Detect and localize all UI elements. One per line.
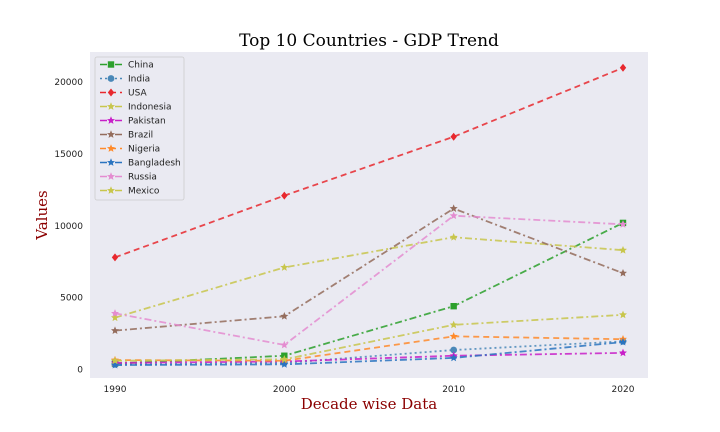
data-point: [111, 360, 119, 369]
legend-marker: [107, 130, 115, 138]
data-point: [619, 220, 627, 228]
y-tick-label: 5000: [60, 294, 83, 304]
series-line: [114, 335, 624, 362]
y-tick-label: 10000: [54, 222, 83, 232]
data-point: [280, 340, 289, 349]
data-point: [449, 320, 458, 329]
data-point: [280, 355, 289, 363]
legend-marker: [107, 75, 115, 82]
series-line: [114, 222, 624, 365]
legend-label: Russia: [128, 173, 157, 183]
legend-label: USA: [128, 89, 147, 99]
x-tick-label: 2010: [442, 385, 465, 395]
data-point: [450, 302, 457, 310]
legend-label: Pakistan: [128, 117, 166, 127]
legend-item: USA: [100, 88, 147, 99]
series-usa: [111, 63, 627, 262]
y-tick-label: 0: [77, 365, 83, 375]
legend-item: Mexico: [100, 186, 160, 197]
x-tick-label: 2020: [612, 385, 635, 395]
series-russia: [111, 211, 627, 349]
series-layer: [111, 63, 627, 369]
legend-label: Indonesia: [128, 103, 172, 113]
data-point: [619, 63, 627, 72]
chart-title: Top 10 Countries - GDP Trend: [239, 31, 499, 51]
data-point: [619, 348, 627, 357]
y-axis-label: Values: [33, 190, 51, 240]
data-point: [449, 233, 458, 241]
legend-label: China: [128, 61, 154, 71]
data-point: [111, 326, 119, 335]
legend-marker: [107, 172, 115, 180]
legend-label: Nigeria: [128, 145, 160, 155]
legend-marker: [107, 158, 115, 166]
legend-marker: [107, 116, 115, 124]
tick-layer: 1990 2000 2010 2020 0 5000 10000 15000 20000: [54, 78, 634, 395]
legend-item: India: [100, 75, 150, 85]
legend-marker: [107, 186, 115, 194]
data-point: [449, 353, 458, 362]
data-point: [619, 245, 627, 254]
legend-label: India: [128, 75, 150, 85]
x-tick-label: 2000: [273, 385, 296, 395]
series-line: [114, 207, 624, 332]
legend-item: China: [100, 61, 154, 71]
data-point: [111, 253, 119, 262]
data-point: [111, 309, 119, 317]
y-tick-label: 20000: [54, 78, 83, 88]
legend: China India USA Indonesia Pakistan Brazil Nige…: [94, 56, 185, 201]
legend-item: Pakistan: [100, 116, 166, 127]
data-point: [450, 132, 457, 141]
data-point: [449, 332, 458, 340]
series-mexico: [111, 310, 627, 365]
data-point: [111, 356, 119, 365]
series-line: [114, 313, 624, 362]
series-indonesia: [111, 233, 627, 322]
data-point: [280, 360, 289, 368]
series-brazil: [111, 204, 627, 335]
legend-label: Mexico: [128, 187, 160, 197]
x-tick-label: 1990: [104, 385, 127, 395]
legend-label: Bangladesh: [128, 159, 181, 169]
data-point: [619, 337, 627, 346]
data-point: [449, 211, 458, 220]
data-point: [619, 310, 627, 319]
legend-marker: [107, 102, 115, 110]
x-axis-label: Decade wise Data: [301, 395, 437, 413]
legend-marker: [107, 61, 115, 68]
legend-item: Nigeria: [100, 144, 160, 155]
series-line: [114, 214, 624, 346]
legend-item: Brazil: [100, 130, 153, 141]
data-point: [280, 263, 289, 271]
series-line: [114, 351, 624, 364]
data-point: [111, 313, 119, 322]
series-line: [114, 341, 624, 366]
legend-item: Indonesia: [100, 102, 172, 113]
legend-box: [94, 56, 185, 201]
data-point: [281, 191, 288, 200]
legend-marker: [107, 88, 115, 97]
data-point: [619, 268, 627, 277]
y-tick-label: 15000: [54, 150, 83, 160]
legend-marker: [107, 144, 115, 152]
legend-item: Bangladesh: [100, 158, 181, 169]
series-line: [114, 66, 624, 259]
series-bangladesh: [111, 337, 627, 369]
data-point: [450, 346, 458, 354]
data-point: [280, 312, 289, 320]
legend-label: Brazil: [128, 131, 153, 141]
legend-item: Russia: [100, 172, 157, 183]
data-point: [449, 204, 458, 212]
